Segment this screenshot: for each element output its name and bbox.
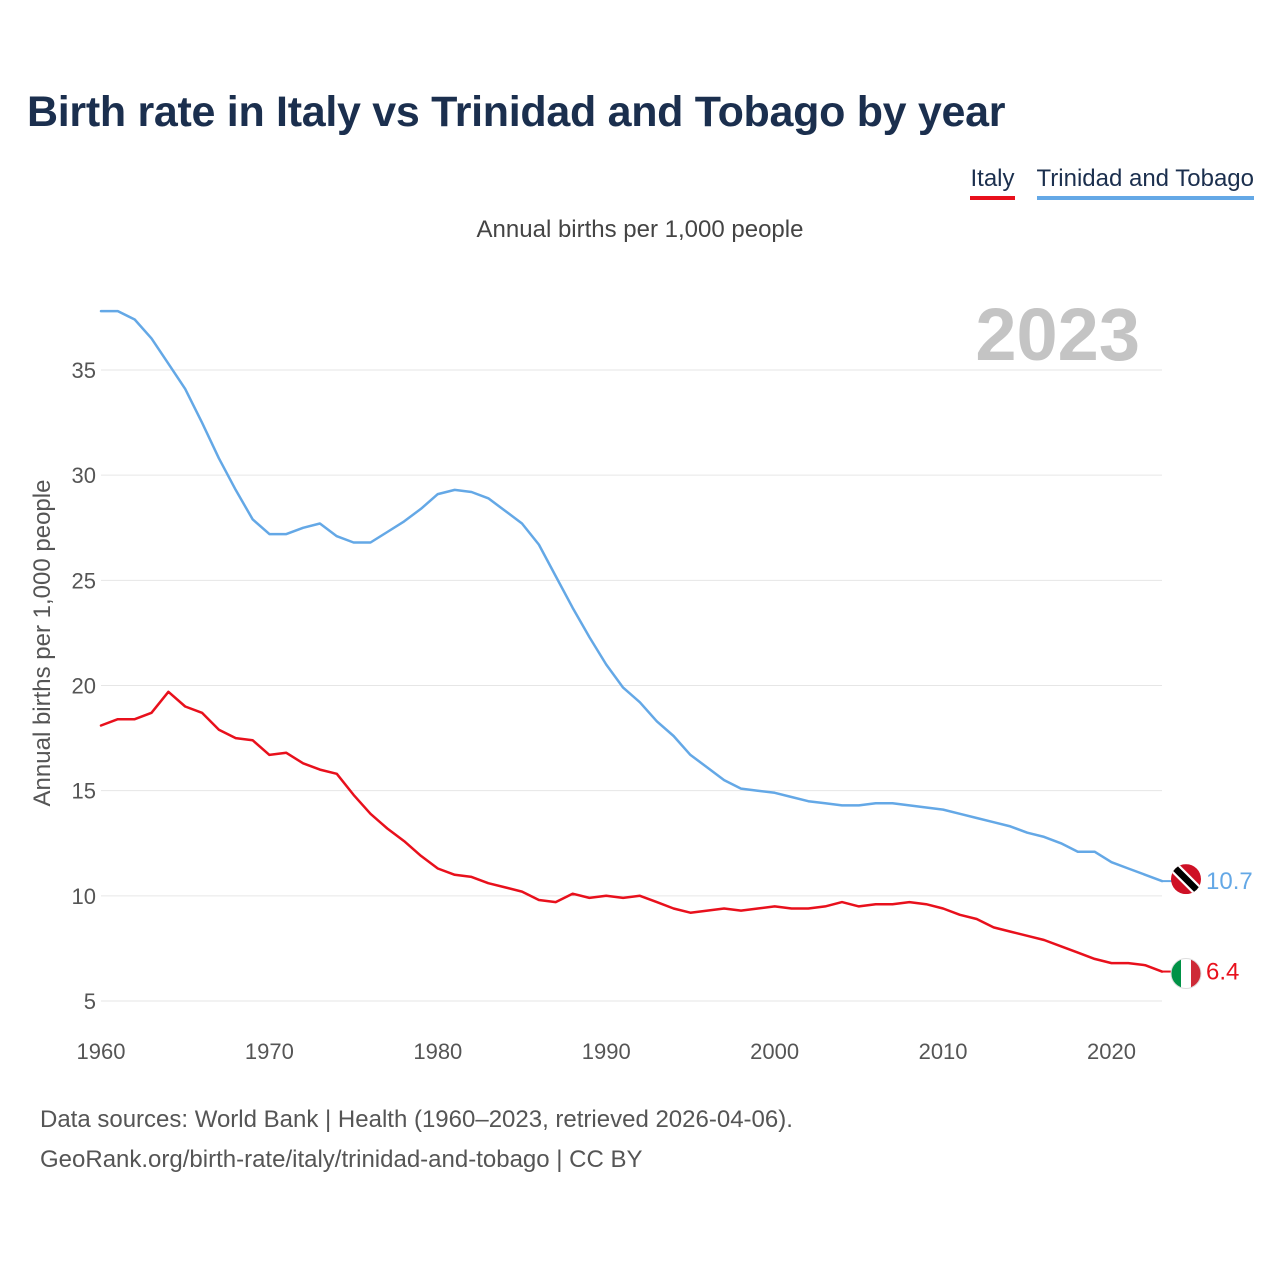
x-axis-ticks: 1960 1970 1980 1990 2000 2010 2020 <box>77 1039 1136 1064</box>
y-tick-label: 10 <box>72 884 96 909</box>
y-tick-label: 5 <box>84 989 96 1014</box>
x-tick-label: 2000 <box>750 1039 799 1064</box>
end-value-label: 6.4 <box>1206 959 1239 986</box>
y-tick-label: 30 <box>72 463 96 488</box>
x-tick-label: 2010 <box>919 1039 968 1064</box>
legend: Italy Trinidad and Tobago <box>970 164 1254 200</box>
italy-flag-icon <box>1170 958 1202 990</box>
chart-subtitle: Annual births per 1,000 people <box>476 216 804 243</box>
current-year-label: 2023 <box>975 293 1140 376</box>
trinidad-and-tobago-flag-icon <box>1171 864 1201 895</box>
end-value-label: 10.7 <box>1206 868 1253 895</box>
x-tick-label: 2020 <box>1087 1039 1136 1064</box>
y-axis-ticks: 5 10 15 20 25 30 35 <box>72 358 96 1014</box>
y-tick-label: 35 <box>72 358 96 383</box>
grid <box>101 369 1162 1002</box>
y-tick-label: 15 <box>72 779 96 804</box>
x-tick-label: 1980 <box>413 1039 462 1064</box>
x-tick-label: 1960 <box>77 1039 126 1064</box>
y-tick-label: 25 <box>72 568 96 593</box>
series-line-italy <box>99 690 1164 973</box>
x-tick-label: 1970 <box>245 1039 294 1064</box>
footer-source: Data sources: World Bank | Health (1960–… <box>40 1106 793 1133</box>
end-markers: 10.7 6.4 <box>1162 864 1253 990</box>
legend-item-trinidad-and-tobago[interactable]: Trinidad and Tobago <box>1036 164 1254 200</box>
series-lines <box>99 309 1164 973</box>
series-line-trinidad-and-tobago <box>99 309 1164 883</box>
y-axis-label: Annual births per 1,000 people <box>29 480 56 807</box>
x-tick-label: 1990 <box>582 1039 631 1064</box>
legend-item-italy[interactable]: Italy <box>970 164 1015 200</box>
footer-url[interactable]: GeoRank.org/birth-rate/italy/trinidad-an… <box>40 1146 643 1173</box>
y-tick-label: 20 <box>72 674 96 699</box>
chart-title: Birth rate in Italy vs Trinidad and Toba… <box>27 88 1006 136</box>
